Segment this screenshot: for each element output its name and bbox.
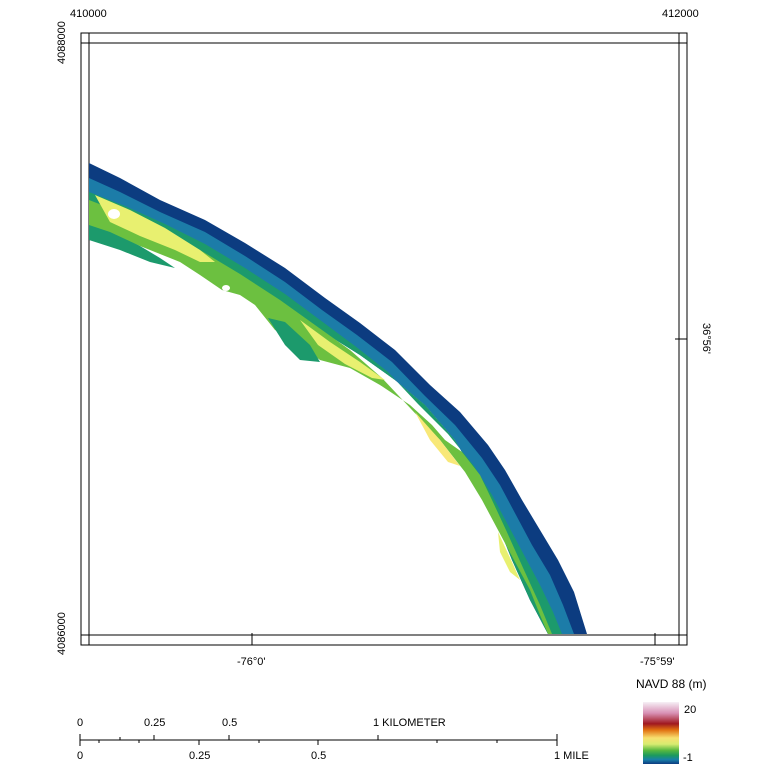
backbeach-teal-2 xyxy=(268,318,320,362)
dune-highlight-3 xyxy=(415,412,460,466)
dune-highlight-2 xyxy=(300,320,385,380)
scale-km-label-0.25: 0.25 xyxy=(144,717,166,729)
longitude-label-left: -76°0' xyxy=(237,656,266,668)
scale-km-label-1: 1 KILOMETER xyxy=(373,717,446,729)
dune-highlight-4 xyxy=(498,532,520,580)
northing-label-top: 4088000 xyxy=(56,21,68,64)
data-gap-1 xyxy=(108,209,120,219)
elevation-raster xyxy=(89,163,587,634)
scale-bar-km xyxy=(79,734,558,746)
dune-highlight-1 xyxy=(95,195,215,262)
longitude-label-right: -75°59' xyxy=(640,656,675,668)
land-band xyxy=(89,200,552,634)
scale-km-label-0: 0 xyxy=(77,717,84,729)
scale-mi-label-1: 1 MILE xyxy=(554,750,589,762)
scale-mi-label-0.25: 0.25 xyxy=(189,750,211,762)
legend-title: NAVD 88 (m) xyxy=(636,677,707,691)
backbeach-teal-1 xyxy=(89,225,175,268)
easting-label-right: 412000 xyxy=(662,8,699,20)
scale-km-label-0.5: 0.5 xyxy=(222,717,238,729)
scale-mi-label-0.5: 0.5 xyxy=(311,750,327,762)
scale-mi-label-0: 0 xyxy=(77,750,84,762)
legend-color-ramp xyxy=(643,702,679,764)
easting-label-left: 410000 xyxy=(70,8,107,20)
northing-label-bottom: 4086000 xyxy=(56,612,68,655)
legend-min-label: -1 xyxy=(683,752,693,764)
map-frame-outer xyxy=(80,32,688,646)
data-gap-2 xyxy=(222,285,230,291)
legend-max-label: 20 xyxy=(684,704,697,716)
latitude-label-right: 36°56' xyxy=(700,323,712,354)
